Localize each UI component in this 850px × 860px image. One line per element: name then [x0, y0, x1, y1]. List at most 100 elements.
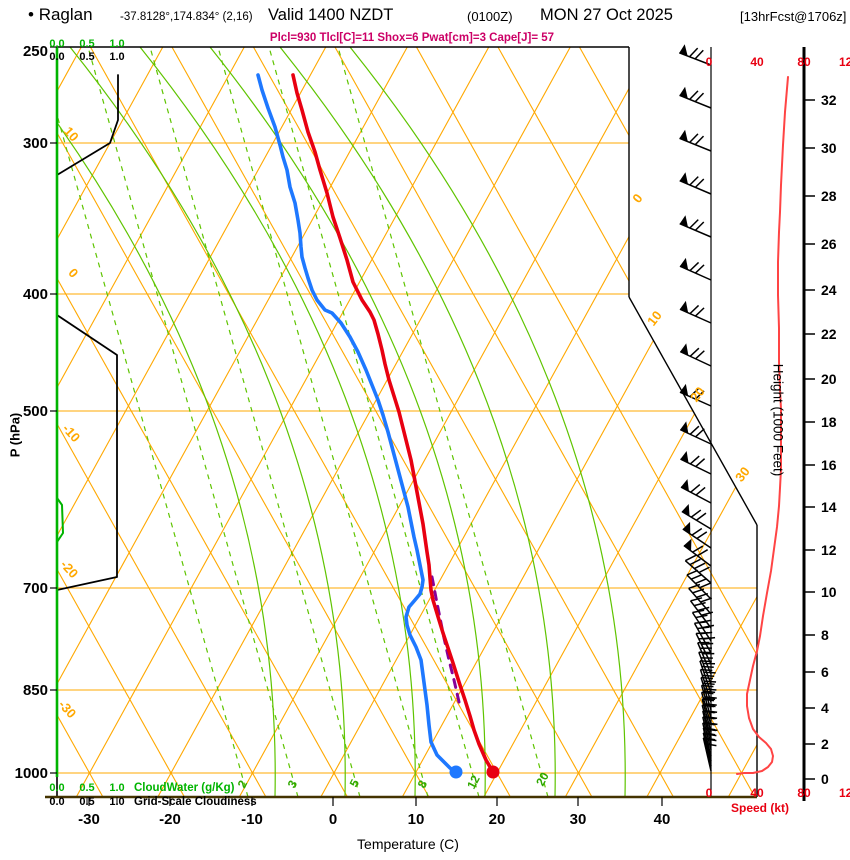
- station-name: Raglan: [38, 5, 93, 24]
- barb-feather: [695, 458, 706, 468]
- temperature-tick-label: 30: [570, 811, 587, 828]
- height-tick-label: 28: [821, 188, 837, 204]
- barb-feather: [693, 601, 706, 607]
- barb-feather: [694, 307, 705, 317]
- moist-adiabat-line: [57, 47, 276, 797]
- barb-feather: [694, 562, 706, 570]
- speed-tick-label-top: 40: [750, 55, 764, 69]
- mixing-ratio-line: [149, 47, 361, 797]
- isotherm-line: [238, 47, 653, 797]
- barb-feather: [690, 484, 701, 493]
- dry-adiabat-line: [57, 47, 430, 797]
- barb-feather: [703, 732, 716, 736]
- barb-pennant: [679, 172, 688, 185]
- barb-feather: [695, 614, 708, 619]
- wind-barb-icon: [681, 503, 712, 530]
- moist-adiabat-line: [209, 47, 486, 797]
- forecast-tag: [13hrFcst@1706z]: [740, 9, 847, 24]
- cloudiness-scale-b05: 0.5: [79, 796, 95, 808]
- barb-feather: [702, 674, 715, 677]
- height-tick-label: 24: [821, 282, 837, 298]
- barb-feather: [704, 680, 717, 683]
- barb-feather: [700, 647, 712, 649]
- temperature-tick-label: -30: [78, 811, 100, 828]
- speed-tick-label-top: 80: [797, 55, 811, 69]
- height-tick-label: 8: [821, 627, 829, 643]
- cloudwater-scale-b0: 0.0: [49, 782, 65, 794]
- temperature-tick-label: 40: [654, 811, 671, 828]
- barb-staff: [688, 587, 712, 615]
- barb-pennant: [679, 383, 689, 396]
- isotherm-line: [564, 47, 757, 797]
- height-tick-label: 10: [821, 584, 837, 600]
- cloudiness-scale-b0: 0.0: [49, 796, 65, 808]
- barb-feather: [701, 684, 714, 688]
- barb-feather: [697, 626, 710, 630]
- barb-feather: [689, 219, 699, 229]
- barb-feather: [688, 47, 699, 58]
- valid-time: Valid 1400 NZDT: [268, 6, 394, 24]
- barb-pennant: [679, 215, 688, 228]
- barb-feather: [694, 621, 707, 625]
- dry-adiabat-line: [171, 47, 593, 797]
- wind-barb-icon: [700, 691, 717, 726]
- height-tick-label: 32: [821, 92, 837, 108]
- wind-barb-icon: [686, 569, 712, 600]
- barb-feather: [694, 49, 704, 60]
- barb-pennant: [680, 479, 689, 492]
- barb-pennant: [680, 343, 689, 356]
- barb-feather: [702, 682, 715, 686]
- mixing-ratio-label: 20: [533, 770, 552, 789]
- wind-barb-icon: [678, 44, 712, 66]
- barb-feather: [692, 609, 705, 614]
- barb-pennant: [679, 86, 688, 99]
- mixing-ratio-label: 5: [347, 777, 363, 790]
- speed-tick-label-top: 0: [706, 55, 713, 69]
- barb-feather: [702, 698, 715, 702]
- barb-feather: [695, 428, 705, 438]
- wind-barb-icon: [699, 660, 716, 694]
- barb-feather: [702, 710, 715, 714]
- barb-pennant: [680, 421, 689, 434]
- barb-feather: [689, 425, 700, 435]
- barb-feather: [704, 688, 717, 691]
- pressure-tick-label: 400: [23, 286, 48, 303]
- moist-adiabat-line: [279, 47, 556, 797]
- barb-feather: [703, 727, 716, 731]
- wind-barb-icon: [679, 421, 712, 445]
- height-tick-label: 12: [821, 542, 837, 558]
- cloudwater-scale-05: 0.5: [79, 38, 95, 50]
- isotherm-label: 0: [629, 191, 645, 206]
- stability-params: Plcl=930 Tlcl[C]=11 Shox=6 Pwat[cm]=3 Ca…: [269, 32, 555, 44]
- dry-adiabat-line: [57, 47, 267, 797]
- wind-barb-icon: [679, 300, 712, 324]
- height-tick-label: 30: [821, 140, 837, 156]
- surface-temperature-dot: [486, 765, 500, 779]
- barb-feather: [696, 592, 709, 599]
- cloudiness-scale-b1: 1.0: [109, 796, 125, 808]
- speed-tick-label-bottom: 80: [797, 786, 811, 800]
- temperature-tick-label: 20: [489, 811, 506, 828]
- height-tick-label: 4: [821, 700, 829, 716]
- isotherm-line: [57, 47, 164, 797]
- barb-feather: [689, 558, 701, 566]
- barb-feather: [691, 527, 703, 536]
- height-tick-label: 0: [821, 771, 829, 787]
- temperature-tick-label: -20: [159, 811, 181, 828]
- barb-feather: [700, 657, 713, 659]
- barb-feather: [704, 696, 717, 699]
- isotherm-label: 10: [644, 308, 665, 329]
- wind-barb-icon: [680, 450, 712, 475]
- cloudiness-scale-05: 0.5: [79, 51, 95, 63]
- barb-pennant: [679, 44, 688, 57]
- barb-feather: [703, 662, 716, 665]
- barb-staff: [680, 486, 712, 504]
- pressure-axis-title: P (hPa): [7, 412, 23, 458]
- barb-feather: [697, 549, 709, 557]
- isotherm-line: [57, 47, 327, 797]
- wind-barb-icon: [680, 479, 712, 504]
- barb-feather: [698, 651, 711, 654]
- barb-feather: [702, 716, 715, 720]
- barb-pennant: [679, 129, 688, 142]
